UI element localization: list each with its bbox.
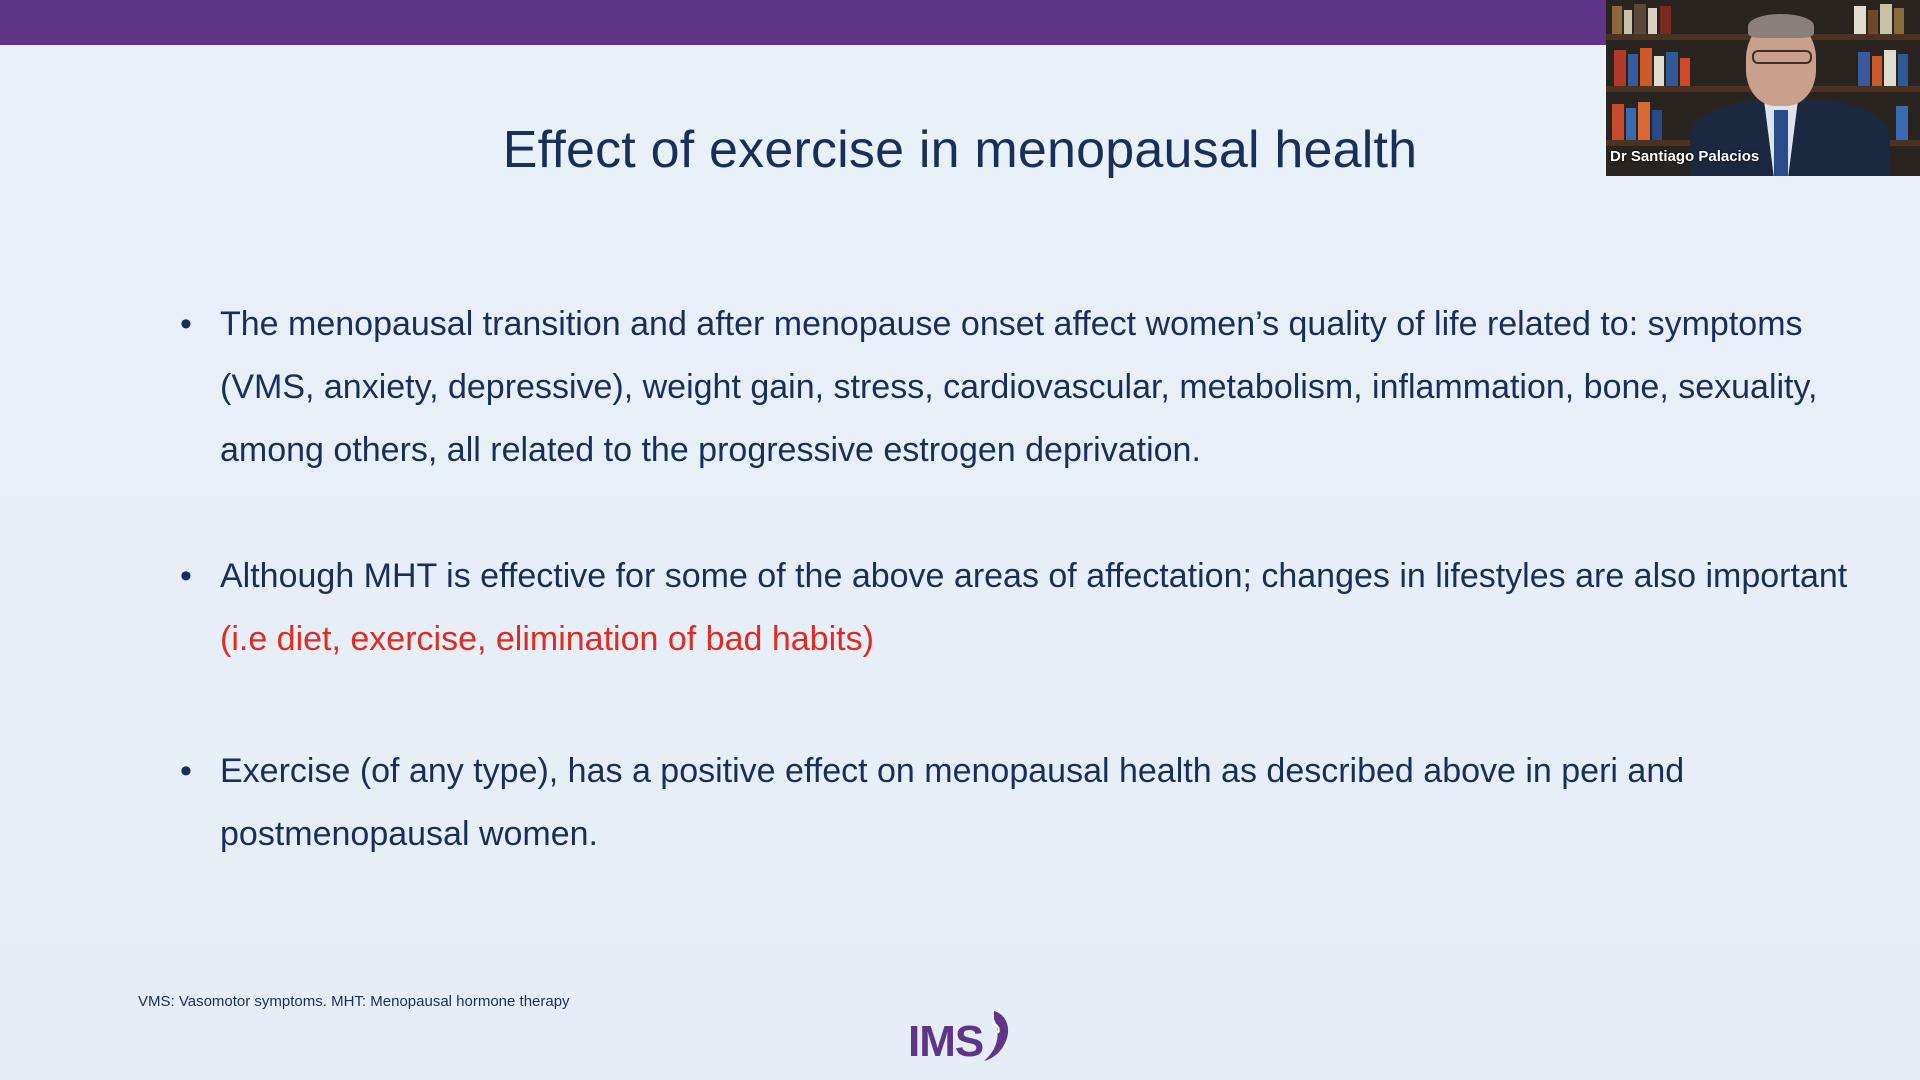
- bullet-marker: •: [180, 752, 192, 790]
- bullet-text: The menopausal transition and after meno…: [220, 305, 1818, 469]
- bullet-marker: •: [180, 557, 192, 595]
- slide-title: Effect of exercise in menopausal health: [502, 121, 1418, 179]
- book: [1614, 50, 1626, 86]
- book: [1654, 56, 1664, 86]
- book: [1640, 48, 1652, 86]
- book: [1884, 50, 1896, 86]
- book: [1680, 58, 1690, 86]
- book: [1660, 6, 1671, 34]
- book: [1858, 52, 1870, 86]
- bullet-text: Although MHT is effective for some of th…: [220, 557, 1848, 595]
- book: [1666, 52, 1678, 86]
- book: [1868, 10, 1878, 34]
- ims-logo-text: IMS: [908, 1017, 984, 1066]
- bullet-highlight: (i.e diet, exercise, elimination of bad …: [220, 620, 874, 658]
- slide-top-bar: [0, 0, 1920, 45]
- book: [1628, 54, 1638, 86]
- slide-footnote: VMS: Vasomotor symptoms. MHT: Menopausal…: [138, 993, 570, 1010]
- book: [1898, 54, 1908, 86]
- book: [1894, 8, 1904, 34]
- book: [1612, 104, 1624, 140]
- book: [1626, 108, 1636, 140]
- book: [1634, 4, 1646, 34]
- book: [1648, 8, 1657, 34]
- book: [1880, 4, 1892, 34]
- book: [1896, 106, 1908, 140]
- participant-name-label: Dr Santiago Palacios: [1610, 148, 1760, 165]
- participant-tie: [1774, 110, 1788, 176]
- bullet-marker: •: [180, 305, 192, 343]
- ims-logo-swoosh-icon: [984, 1011, 1009, 1061]
- participant-hair: [1748, 14, 1814, 38]
- book: [1872, 56, 1882, 86]
- ims-logo: IMS: [908, 1005, 1018, 1066]
- book: [1624, 10, 1632, 34]
- book: [1854, 6, 1866, 34]
- book: [1652, 110, 1662, 140]
- book: [1612, 6, 1622, 34]
- bullet-text: Exercise (of any type), has a positive e…: [220, 752, 1685, 853]
- book: [1638, 102, 1650, 140]
- participant-video-tile[interactable]: Dr Santiago Palacios: [1606, 0, 1920, 176]
- participant-glasses: [1752, 50, 1812, 64]
